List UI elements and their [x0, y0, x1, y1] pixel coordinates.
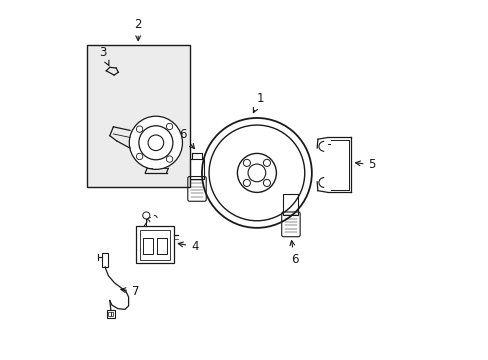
Text: 2: 2	[134, 18, 142, 41]
Text: 6: 6	[179, 128, 194, 149]
Bar	[189, 159, 204, 179]
Circle shape	[263, 179, 270, 186]
Bar	[142, 238, 152, 255]
Circle shape	[202, 118, 311, 228]
Bar	[86, 45, 189, 187]
Circle shape	[243, 159, 250, 166]
Bar	[108, 312, 110, 316]
Circle shape	[166, 156, 172, 162]
Bar	[283, 194, 298, 215]
Circle shape	[263, 159, 270, 166]
Text: 3: 3	[99, 46, 109, 66]
Bar	[140, 230, 170, 260]
Text: 4: 4	[178, 240, 198, 253]
Bar	[102, 253, 108, 267]
Circle shape	[136, 126, 142, 132]
Text: 6: 6	[289, 241, 298, 266]
Bar	[157, 238, 166, 255]
Text: 7: 7	[121, 285, 139, 298]
Text: 1: 1	[253, 92, 264, 113]
Bar	[107, 310, 115, 318]
Bar	[136, 226, 173, 263]
Circle shape	[243, 179, 250, 186]
Circle shape	[166, 123, 172, 130]
Circle shape	[129, 116, 182, 169]
Circle shape	[136, 153, 142, 159]
Bar	[111, 312, 113, 316]
Text: 5: 5	[355, 158, 375, 171]
